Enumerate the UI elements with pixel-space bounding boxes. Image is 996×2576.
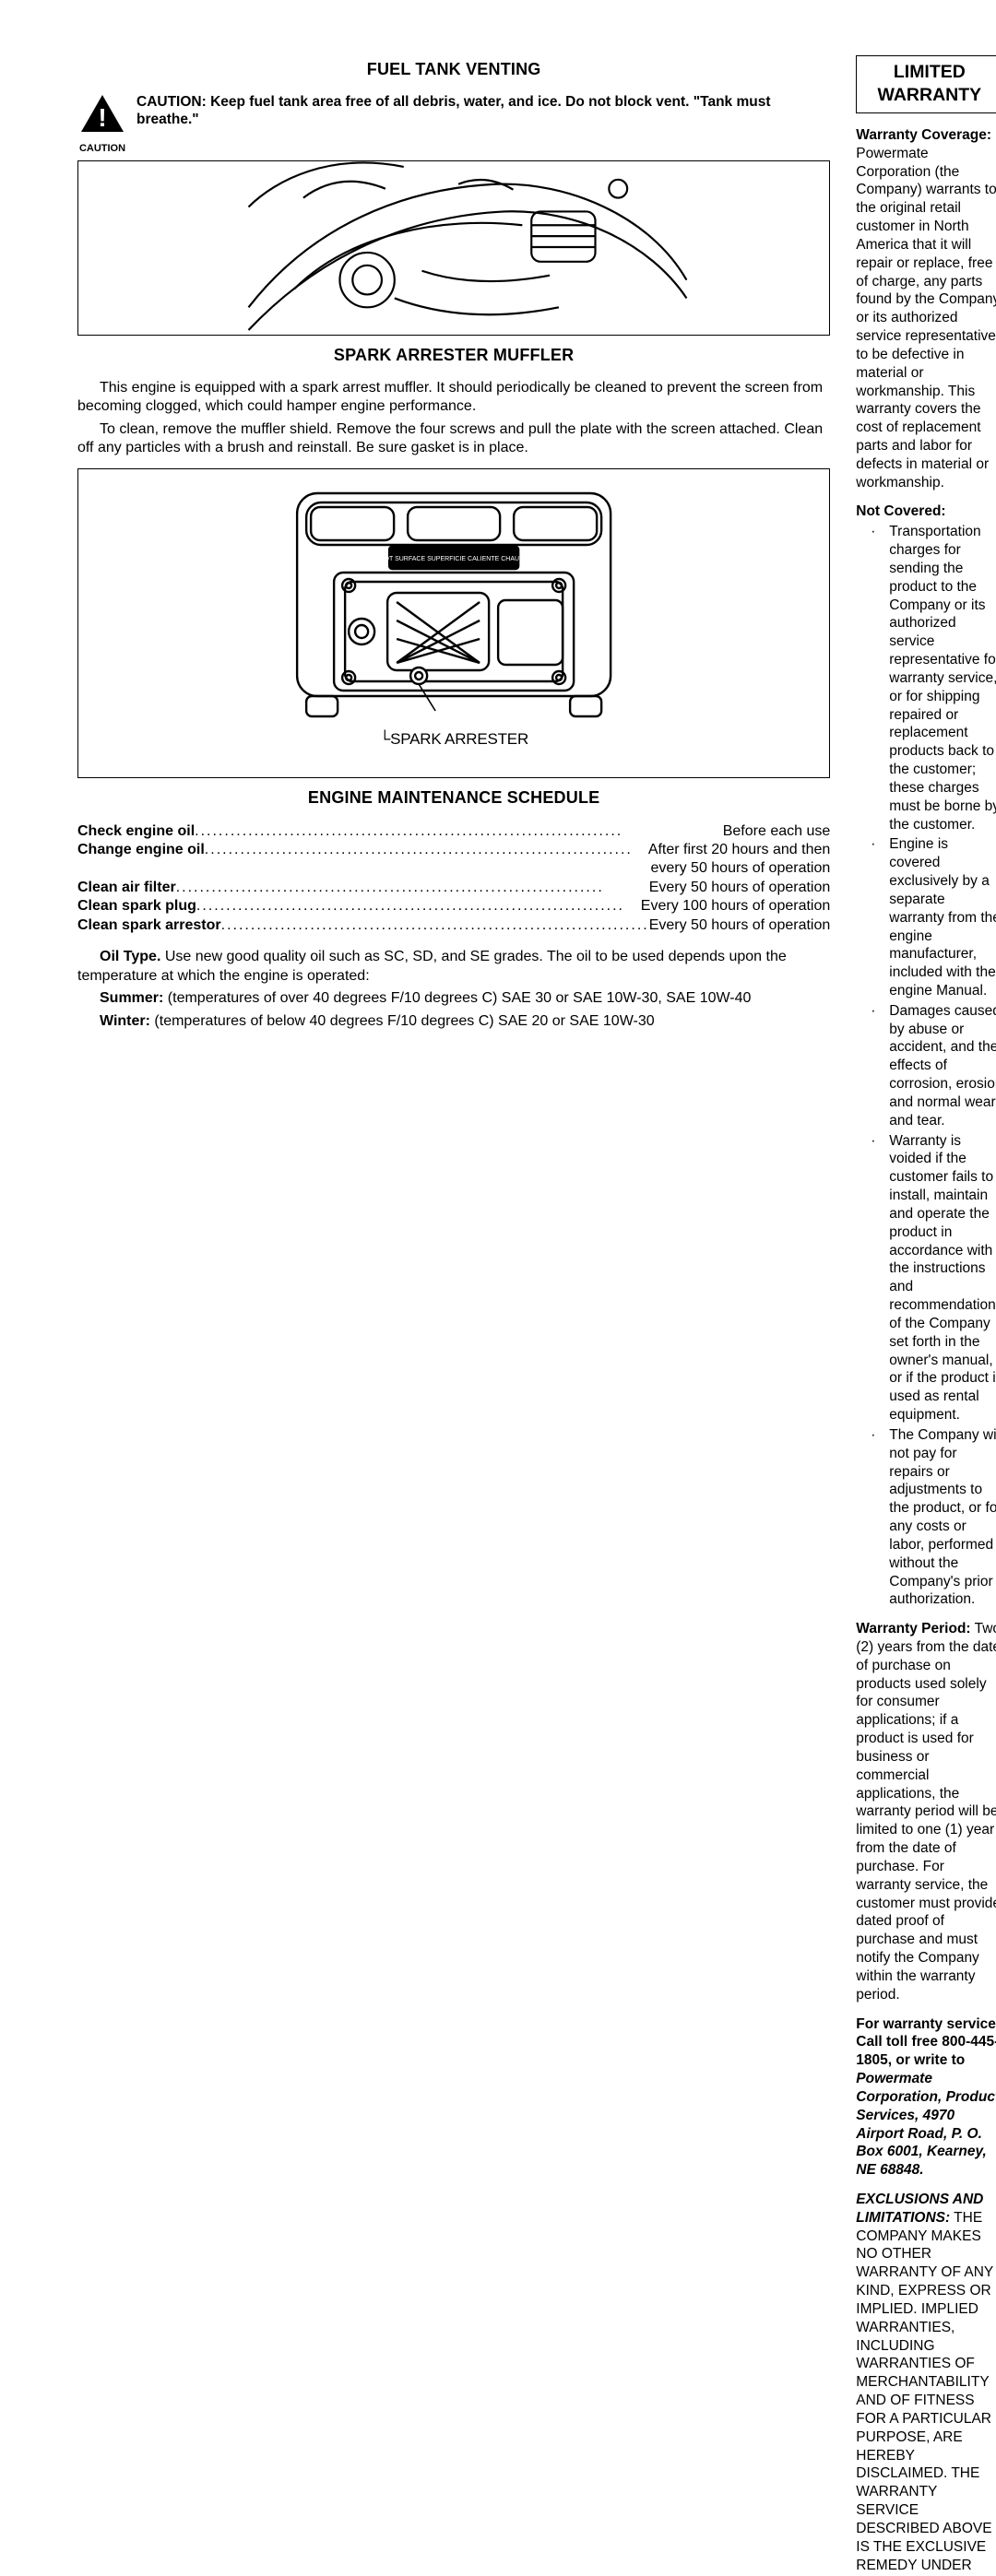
sched-label: Check engine oil (77, 822, 195, 841)
table-row: Change engine oil After first 20 hours a… (77, 841, 830, 859)
sched-value: Every 100 hours of operation (641, 897, 830, 916)
leader-dots (196, 897, 641, 916)
sched-value: After first 20 hours and then (648, 841, 830, 859)
exclusions-para: EXCLUSIONS AND LIMITATIONS: THE COMPANY … (856, 2191, 996, 2576)
sched-value: every 50 hours of operation (650, 860, 830, 876)
sched-label: Clean spark arrestor (77, 916, 221, 935)
right-column: LIMITED WARRANTY Warranty Coverage: Powe… (856, 55, 996, 2576)
summer-para: Summer: (temperatures of over 40 degrees… (77, 989, 830, 1008)
fuel-tank-illustration (78, 161, 829, 335)
figure-fuel-tank (77, 160, 830, 336)
heading-spark-arrester: SPARK ARRESTER MUFFLER (77, 345, 830, 366)
sched-label: Change engine oil (77, 841, 205, 859)
heading-engine-maintenance: ENGINE MAINTENANCE SCHEDULE (77, 787, 830, 809)
sched-value: Every 50 hours of operation (649, 879, 831, 897)
caution-label: CAUTION (77, 142, 127, 155)
oil-type-para: Oil Type. Use new good quality oil such … (77, 948, 830, 986)
table-row: Check engine oil Before each use (77, 822, 830, 841)
sched-label: Clean spark plug (77, 897, 196, 916)
spark-para-1: This engine is equipped with a spark arr… (77, 379, 830, 417)
list-item: Transportation charges for sending the p… (889, 523, 996, 833)
table-row: Clean spark arrestor Every 50 hours of o… (77, 916, 830, 935)
warranty-coverage-para: Warranty Coverage: Powermate Corporation… (856, 126, 996, 492)
leader-dots (176, 879, 649, 897)
leader-dots (221, 916, 649, 935)
figure-spark-arrester: HOT SURFACE SUPERFICIE CALIENTE CHAUDE └… (77, 468, 830, 778)
sched-value: Before each use (723, 822, 831, 841)
list-item: Engine is covered exclusively by a separ… (889, 835, 996, 999)
list-item: Warranty is voided if the customer fails… (889, 1132, 996, 1424)
warranty-period-para: Warranty Period: Two (2) years from the … (856, 1620, 996, 2003)
caution-triangle-icon: ! (79, 93, 125, 134)
leader-dots (195, 822, 723, 841)
list-item: The Company will not pay for repairs or … (889, 1426, 996, 1609)
not-covered-list: Transportation charges for sending the p… (856, 523, 996, 1609)
caution-block: ! CAUTION CAUTION: Keep fuel tank area f… (77, 93, 830, 155)
spark-arrester-illustration: HOT SURFACE SUPERFICIE CALIENTE CHAUDE (102, 484, 805, 724)
heading-limited-warranty: LIMITED WARRANTY (856, 55, 996, 113)
table-row: Clean spark plug Every 100 hours of oper… (77, 897, 830, 916)
caution-icon-wrap: ! CAUTION (77, 93, 127, 155)
page: FUEL TANK VENTING ! CAUTION CAUTION: Kee… (0, 0, 996, 2576)
spark-arrester-caption: └SPARK ARRESTER (102, 729, 805, 750)
caution-text: CAUTION: Keep fuel tank area free of all… (136, 93, 830, 155)
heading-fuel-tank: FUEL TANK VENTING (77, 59, 830, 80)
maintenance-schedule-table: Check engine oil Before each use Change … (77, 822, 830, 936)
table-row: Clean air filter Every 50 hours of opera… (77, 879, 830, 897)
warranty-service-note: For warranty service: Call toll free 800… (856, 2015, 996, 2180)
winter-para: Winter: (temperatures of below 40 degree… (77, 1012, 830, 1031)
spark-para-2: To clean, remove the muffler shield. Rem… (77, 420, 830, 458)
leader-dots (205, 841, 648, 859)
table-row: every 50 hours of operation (77, 859, 830, 878)
sched-label: Clean air filter (77, 879, 176, 897)
left-column: FUEL TANK VENTING ! CAUTION CAUTION: Kee… (77, 55, 830, 2576)
list-item: Damages caused by abuse or accident, and… (889, 1002, 996, 1130)
sched-value: Every 50 hours of operation (649, 916, 831, 935)
svg-text:!: ! (98, 103, 106, 132)
not-covered-heading: Not Covered: (856, 502, 996, 521)
hot-surface-label: HOT SURFACE SUPERFICIE CALIENTE CHAUDE (379, 556, 528, 562)
